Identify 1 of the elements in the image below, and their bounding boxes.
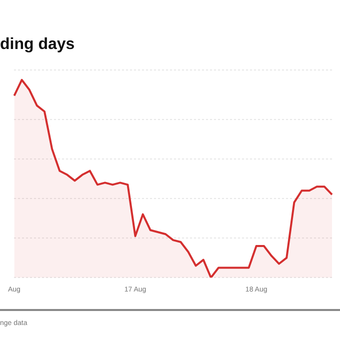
chart-title: ding days [0, 36, 75, 54]
